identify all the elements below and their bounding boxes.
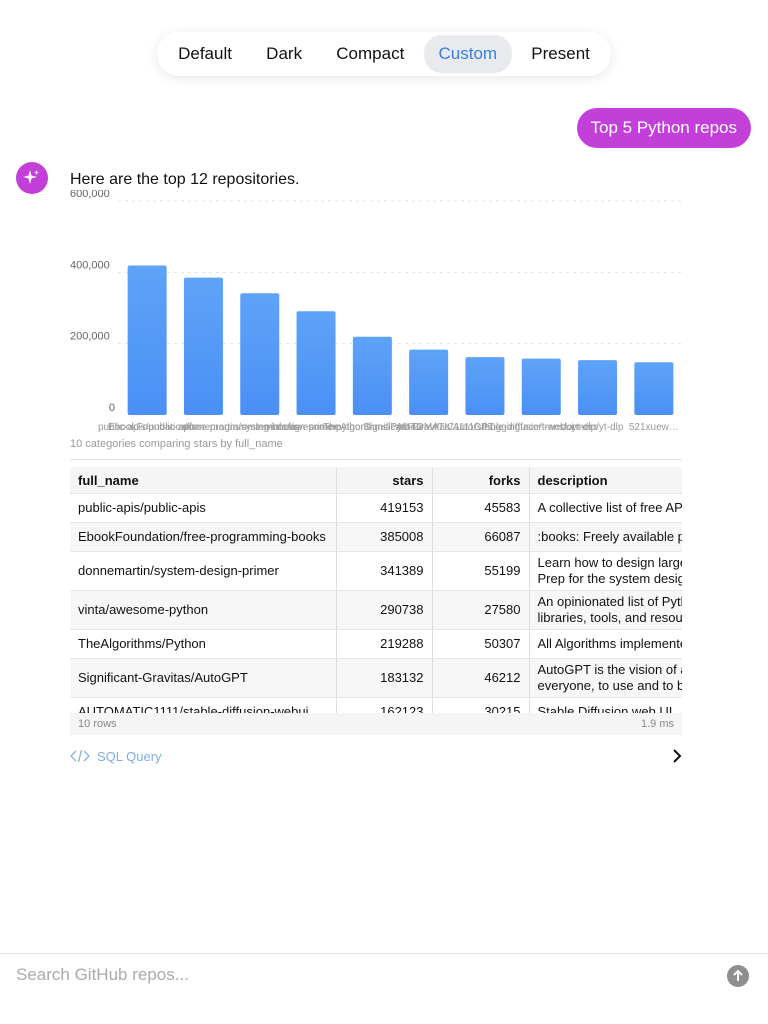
user-message: Top 5 Python repos — [576, 108, 751, 148]
table-cell: AUTOMATIC1111/stable-diffusion-webui — [70, 697, 337, 713]
bar — [183, 277, 223, 415]
bar — [409, 349, 449, 415]
x-tick-label: AUTOMATIC1111/stable-diffusion-webui — [396, 422, 573, 433]
table-row: TheAlgorithms/Python 219288 50307 All Algor… — [70, 629, 682, 659]
send-button[interactable] — [727, 965, 749, 987]
table-cell: 219288 — [336, 629, 433, 659]
table-cell: 385008 — [336, 522, 433, 552]
x-tick-label: public-apis/public-apis — [98, 422, 196, 433]
y-tick-label: 400,000 — [70, 259, 110, 271]
x-tick-label: donnemartin/system-design-primer — [182, 422, 337, 433]
chart: 0 200,000 400,000 600,000 public-apis/public… — [70, 190, 682, 433]
table-cell: Learn how to design large-scale systems.… — [529, 551, 682, 591]
sql-query-link[interactable]: SQL Query — [97, 749, 162, 764]
bar — [578, 360, 618, 415]
table-cell: A collective list of free APIs — [529, 493, 682, 523]
timing: 1.9 ms — [640, 718, 674, 730]
bar — [634, 362, 674, 415]
bar — [521, 358, 561, 415]
y-tick-label: 200,000 — [70, 331, 110, 343]
x-tick-label: Significant-Gravitas/AutoGPT — [363, 422, 494, 433]
input-divider — [0, 953, 768, 954]
table-footer: 10 rows 1.9 ms — [70, 713, 682, 735]
y-tick-label: 600,000 — [70, 190, 110, 200]
table-cell: 50307 — [432, 629, 530, 659]
table-cell: public-apis/public-apis — [70, 493, 337, 523]
tab[interactable]: Compact — [336, 44, 405, 63]
assistant-avatar — [16, 162, 48, 194]
tab[interactable]: Dark — [266, 44, 303, 63]
table-cell: 46212 — [432, 658, 530, 698]
table: full_name stars forks description public-api… — [70, 467, 682, 713]
result-table: full_name stars forks description public-api… — [70, 467, 682, 713]
column-header: full_name — [70, 467, 337, 494]
chevron[interactable] — [670, 748, 684, 764]
table-row: donnemartin/system-design-primer 341389 55… — [70, 551, 682, 591]
x-tick-label: vinta/awesome-python — [266, 422, 366, 433]
table-cell: 290738 — [336, 590, 433, 630]
tab[interactable]: Custom — [423, 35, 513, 73]
table-row: vinta/awesome-python 290738 27580 An opinio… — [70, 590, 682, 630]
column-header: stars — [336, 467, 433, 494]
tab[interactable]: Default — [178, 44, 232, 63]
table-cell: All Algorithms implemented in Python — [529, 629, 682, 659]
x-tick-label: EbookFoundation/free-programming-books — [108, 422, 299, 433]
table-cell: 162123 — [336, 697, 433, 713]
table-cell: 30215 — [432, 697, 530, 713]
x-tick-label: 521xuew… — [629, 422, 679, 433]
assistant-text: Here are the top 12 repositories. — [70, 171, 300, 188]
table-cell: 183132 — [336, 658, 433, 698]
table-cell: 55199 — [432, 551, 530, 591]
table-row: AUTOMATIC1111/stable-diffusion-webui 1621… — [70, 697, 682, 713]
x-tick-label: huggingface/transformers — [485, 422, 598, 433]
table-row: public-apis/public-apis 419153 45583 A coll… — [70, 493, 682, 523]
table-cell: TheAlgorithms/Python — [70, 629, 337, 659]
table-cell: donnemartin/system-design-primer — [70, 551, 337, 591]
table-cell: 27580 — [432, 590, 530, 630]
column-header: description — [529, 467, 682, 494]
table-cell: EbookFoundation/free-programming-books — [70, 522, 337, 552]
table-cell: 341389 — [336, 551, 433, 591]
bar — [240, 293, 280, 415]
row-count: 10 rows — [78, 718, 117, 730]
table-cell: 419153 — [336, 493, 433, 523]
table-row: EbookFoundation/free-programming-books 38… — [70, 522, 682, 552]
tab-bar: Default Dark Compact Custom Present — [157, 32, 611, 76]
table-cell: An opinionated list of Python frameworks… — [529, 590, 682, 630]
x-tick-label: yt-dlp/yt-dlp — [572, 422, 624, 433]
bar — [296, 311, 336, 415]
tab[interactable]: Present — [531, 44, 590, 63]
table-cell: Stable Diffusion web UI — [529, 697, 682, 713]
column-header: forks — [432, 467, 530, 494]
search-input[interactable]: Search GitHub repos... — [16, 965, 189, 984]
table-cell: 66087 — [432, 522, 530, 552]
divider — [70, 459, 682, 460]
bar — [352, 336, 392, 415]
table-cell: AutoGPT is the vision of accessible AI f… — [529, 658, 682, 698]
table-cell: vinta/awesome-python — [70, 590, 337, 630]
table-row: Significant-Gravitas/AutoGPT 183132 46212 A… — [70, 658, 682, 698]
y-tick-label: 0 — [109, 402, 115, 414]
x-tick-label: TheAlgorithms/Python — [323, 422, 421, 433]
code-icon — [70, 749, 90, 763]
bar — [127, 265, 167, 415]
chart-caption: 10 categories comparing stars by full_na… — [70, 438, 283, 450]
bar — [465, 357, 505, 415]
table-cell: Significant-Gravitas/AutoGPT — [70, 658, 337, 698]
table-cell: :books: Freely available programming boo… — [529, 522, 682, 552]
table-cell: 45583 — [432, 493, 530, 523]
